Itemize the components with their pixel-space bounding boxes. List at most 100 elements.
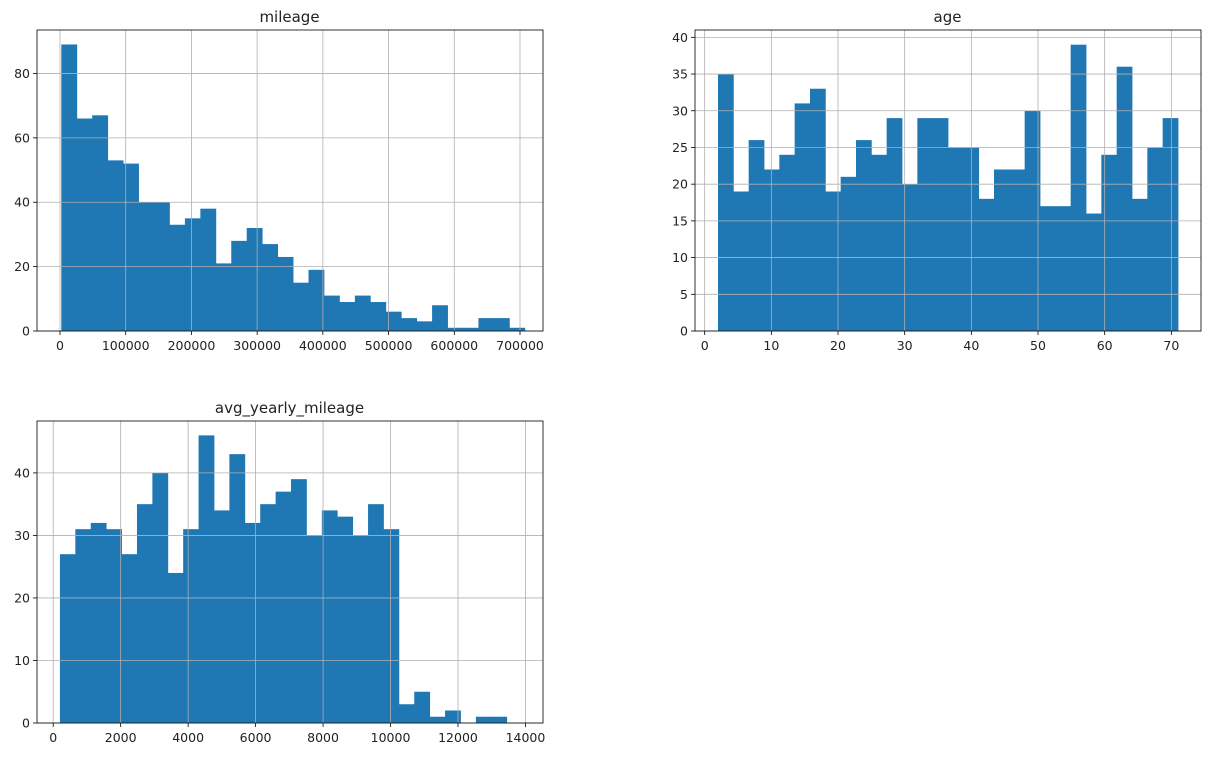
age-bar [810,88,826,331]
mileage-histogram: mileage 0 100000 200000 300000 400000 500000 6… [14,8,544,353]
age-x-tick-label: 0 [701,338,709,353]
mileage-x-tick-label: 400000 [299,338,347,353]
mileage-bar [262,244,279,331]
avg-yearly-mileage-bar [75,529,92,723]
mileage-bar [463,327,479,331]
age-y-tick-label: 35 [672,67,688,82]
avg-yearly-mileage-ticks: 0 2000 4000 6000 8000 10000 12000 14000 0 10 20 30 4… [14,465,545,745]
age-bar [1009,169,1026,331]
age-bar [886,118,903,331]
mileage-bar [169,224,186,331]
avg-yearly-mileage-histogram: avg_yearly_mileage 0 2000 4000 6000 8000 1000… [14,399,545,745]
age-bar [932,118,949,331]
mileage-bar [246,227,263,331]
mileage-y-tick-label: 0 [22,324,30,339]
avg-yearly-mileage-y-tick-label: 40 [14,465,30,480]
age-bar [978,198,995,331]
avg-yearly-mileage-bar [275,491,292,723]
mileage-bar [323,295,340,331]
avg-yearly-mileage-x-tick-label: 8000 [307,730,339,745]
avg-yearly-mileage-bar [90,522,107,723]
age-y-tick-label: 0 [680,324,688,339]
mileage-bar [184,218,201,331]
mileage-bar [478,318,495,331]
age-bar [1055,206,1072,331]
age-x-tick-label: 60 [1097,338,1113,353]
mileage-bar [123,163,139,331]
age-y-tick-label: 30 [672,103,688,118]
avg-yearly-mileage-bar [106,529,122,723]
age-axes-frame [694,29,1202,332]
mileage-bar [215,263,232,331]
mileage-bar [107,160,124,331]
age-y-tick-label: 25 [672,140,688,155]
age-x-tick-label: 20 [830,338,846,353]
mileage-bar [447,327,464,331]
age-bar [1070,44,1087,332]
mileage-x-tick-label: 500000 [365,338,413,353]
avg-yearly-mileage-bar [306,535,323,723]
mileage-axes-frame [36,29,544,332]
mileage-x-tick-label: 200000 [168,338,216,353]
age-bar [1162,118,1179,331]
mileage-x-tick-label: 300000 [233,338,281,353]
mileage-bar [76,118,93,331]
avg-yearly-mileage-bar [429,716,446,723]
age-bar [825,191,842,331]
age-bars [718,44,1179,332]
age-bar [1147,147,1164,331]
age-y-tick-label: 20 [672,177,688,192]
age-histogram: age 0 10 20 30 40 50 60 70 0 5 10 15 20 25 30 35 40 [672,8,1202,353]
mileage-ticks: 0 100000 200000 300000 400000 500000 600000 700… [14,66,544,353]
age-bar [1132,198,1148,331]
avg-yearly-mileage-bar [445,710,461,723]
age-ticks: 0 10 20 30 40 50 60 70 0 5 10 15 20 25 30 35 40 [672,30,1179,353]
age-y-tick-label: 40 [672,30,688,45]
age-y-tick-label: 5 [680,287,688,302]
avg-yearly-mileage-bar [59,554,76,723]
avg-yearly-mileage-x-tick-label: 14000 [506,730,546,745]
avg-yearly-mileage-x-tick-label: 4000 [172,730,204,745]
age-x-tick-label: 40 [963,338,979,353]
avg-yearly-mileage-bar [398,704,415,723]
age-x-tick-label: 30 [897,338,913,353]
mileage-bar [308,269,325,331]
age-bar [840,176,857,331]
mileage-bar [493,318,510,331]
age-y-tick-label: 10 [672,250,688,265]
avg-yearly-mileage-bar [213,510,230,723]
mileage-title: mileage [259,8,319,26]
avg-yearly-mileage-bar [491,716,508,723]
avg-yearly-mileage-x-tick-label: 12000 [438,730,478,745]
avg-yearly-mileage-bar [352,535,369,723]
avg-yearly-mileage-bar [183,529,199,723]
mileage-y-tick-label: 40 [14,195,30,210]
mileage-bar [293,282,309,331]
age-title: age [934,8,962,26]
avg-yearly-mileage-title: avg_yearly_mileage [215,399,364,418]
mileage-bar [370,302,387,331]
mileage-bar [92,115,109,331]
avg-yearly-mileage-x-tick-label: 10000 [371,730,411,745]
age-bar [994,169,1010,331]
mileage-bar [277,256,294,331]
avg-yearly-mileage-y-tick-label: 0 [22,716,30,731]
age-x-tick-label: 70 [1163,338,1179,353]
avg-yearly-mileage-bar [198,435,215,723]
age-y-tick-label: 15 [672,213,688,228]
avg-yearly-mileage-bar [321,510,338,723]
avg-yearly-mileage-x-tick-label: 0 [49,730,57,745]
mileage-bar [354,295,371,331]
avg-yearly-mileage-x-tick-label: 2000 [105,730,137,745]
avg-yearly-mileage-y-tick-label: 10 [14,653,30,668]
avg-yearly-mileage-bar [337,516,354,723]
avg-yearly-mileage-x-tick-label: 6000 [240,730,272,745]
avg-yearly-mileage-bar [383,529,400,723]
mileage-bar [231,240,248,331]
age-bar [948,147,964,331]
age-bar [748,140,765,331]
age-bar [779,154,796,331]
avg-yearly-mileage-y-tick-label: 30 [14,528,30,543]
avg-yearly-mileage-bar [167,572,184,723]
